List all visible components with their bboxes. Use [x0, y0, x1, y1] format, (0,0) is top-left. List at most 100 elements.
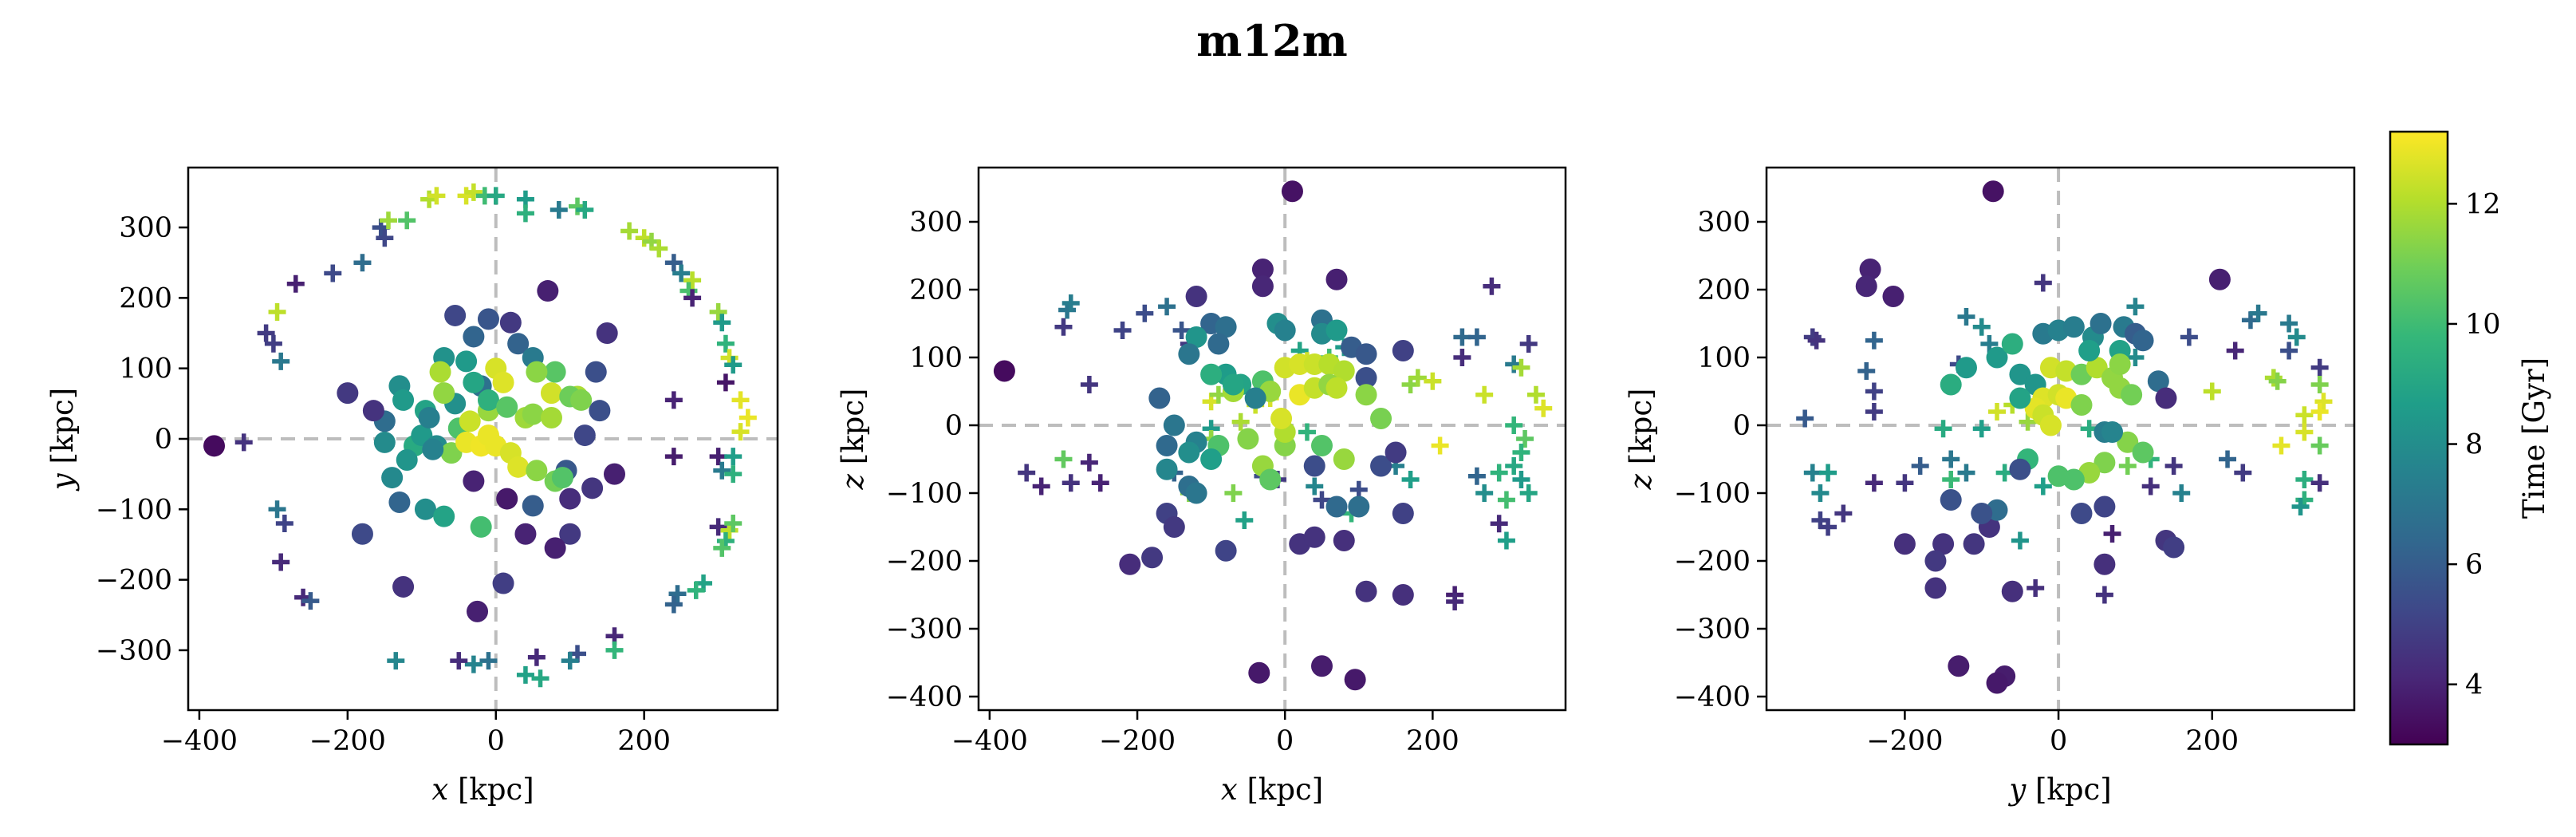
circle-marker: [573, 424, 596, 447]
plus-marker: [683, 271, 702, 290]
circle-marker: [2009, 387, 2031, 409]
y-tick-label: 0: [155, 424, 172, 456]
circle-marker: [2121, 384, 2143, 406]
plot-area: [1767, 168, 2354, 710]
plus-marker: [1054, 318, 1073, 336]
circle-marker: [1303, 526, 1325, 548]
circle-marker: [1325, 377, 1348, 399]
plus-marker: [2203, 382, 2221, 401]
plus-marker: [1349, 480, 1368, 499]
circle-marker: [1355, 384, 1377, 406]
plus-marker: [2310, 376, 2329, 393]
plus-marker: [1062, 294, 1080, 312]
y-tick-label: 100: [909, 342, 963, 374]
circle-marker: [422, 438, 444, 460]
circle-marker: [337, 382, 359, 405]
circle-marker: [463, 371, 485, 393]
plus-marker: [549, 200, 568, 219]
y-tick-label: −100: [886, 478, 963, 510]
plus-marker: [1136, 304, 1154, 322]
circle-marker: [1392, 340, 1414, 361]
circle-marker: [455, 350, 478, 373]
plus-marker: [716, 334, 735, 353]
circle-marker: [1370, 455, 1392, 477]
colorbar-tick-label: 10: [2465, 309, 2501, 341]
plus-marker: [1054, 450, 1073, 468]
plus-marker: [605, 641, 624, 659]
circle-marker: [362, 400, 384, 422]
colorbar: 4 6 8 10 12 Time [Gyr]: [2389, 130, 2551, 746]
circle-marker: [433, 382, 455, 405]
plus-marker: [1865, 474, 1883, 492]
x-axis-label: x [kpc]: [431, 772, 534, 807]
circle-marker: [470, 515, 492, 538]
plus-marker: [713, 314, 731, 332]
plus-marker: [2295, 423, 2314, 441]
circle-marker: [526, 361, 548, 383]
plus-marker: [1505, 457, 1523, 475]
circle-marker: [1893, 533, 1916, 555]
circle-marker: [2001, 580, 2023, 602]
circle-marker: [1148, 387, 1171, 409]
plus-marker: [450, 652, 468, 670]
circle-marker: [1955, 357, 1977, 379]
circle-marker: [1370, 408, 1392, 429]
circle-marker: [1932, 533, 1955, 555]
plus-marker: [1235, 511, 1254, 529]
plus-marker: [1018, 464, 1036, 482]
plus-marker: [1475, 484, 1494, 502]
x-tick-label: 0: [2050, 725, 2067, 757]
circle-marker: [1156, 435, 1178, 456]
plus-marker: [1512, 471, 1530, 488]
plus-marker: [1512, 444, 1530, 461]
circle-marker: [499, 311, 522, 334]
plus-marker: [2272, 436, 2290, 455]
x-tick-label: 200: [2185, 725, 2239, 757]
circle-marker: [1141, 547, 1164, 569]
circle-marker: [381, 467, 404, 489]
y-tick-label: −300: [96, 635, 172, 667]
plus-marker: [1453, 328, 1471, 346]
plus-marker: [1865, 403, 1883, 420]
plus-marker: [1431, 436, 1449, 455]
plus-marker: [1313, 491, 1331, 509]
plus-marker: [1231, 413, 1250, 431]
plus-marker: [1865, 331, 1883, 349]
plus-marker: [2291, 498, 2310, 515]
circle-marker: [1963, 533, 1985, 555]
circle-marker: [1178, 441, 1200, 464]
circle-marker: [1333, 448, 1355, 470]
plus-marker: [1519, 335, 1538, 353]
circle-marker: [2093, 553, 2116, 575]
circle-marker: [522, 495, 544, 517]
circle-marker: [1259, 468, 1282, 491]
circle-marker: [581, 477, 604, 499]
circle-marker: [1185, 286, 1207, 307]
circle-marker: [2009, 363, 2031, 385]
plus-marker: [668, 585, 687, 603]
circle-marker: [1355, 367, 1377, 389]
x-axis-label: y [kpc]: [2007, 772, 2111, 807]
plus-marker: [1467, 328, 1486, 346]
circle-marker: [440, 442, 463, 464]
plus-marker: [1408, 369, 1427, 387]
circle-marker: [1310, 435, 1333, 456]
circle-marker: [1251, 275, 1274, 298]
plus-marker: [683, 289, 702, 307]
circle-marker: [1185, 482, 1207, 504]
circle-marker: [551, 467, 573, 489]
plus-marker: [1819, 518, 1837, 536]
plus-marker: [1453, 349, 1471, 366]
panel-xy: −400 −200 0 200 −300 −200 −100 0 100 200 300 x [kpc…: [45, 166, 779, 807]
plus-marker: [1158, 298, 1176, 316]
circle-marker: [526, 460, 548, 482]
y-tick-label: 100: [119, 353, 172, 385]
plus-marker: [664, 254, 683, 272]
plus-marker: [1497, 531, 1515, 550]
plus-marker: [1911, 457, 1929, 475]
plus-marker: [709, 448, 727, 466]
circle-marker: [1882, 286, 1904, 307]
circle-marker: [1333, 530, 1355, 551]
circle-marker: [2039, 414, 2062, 436]
